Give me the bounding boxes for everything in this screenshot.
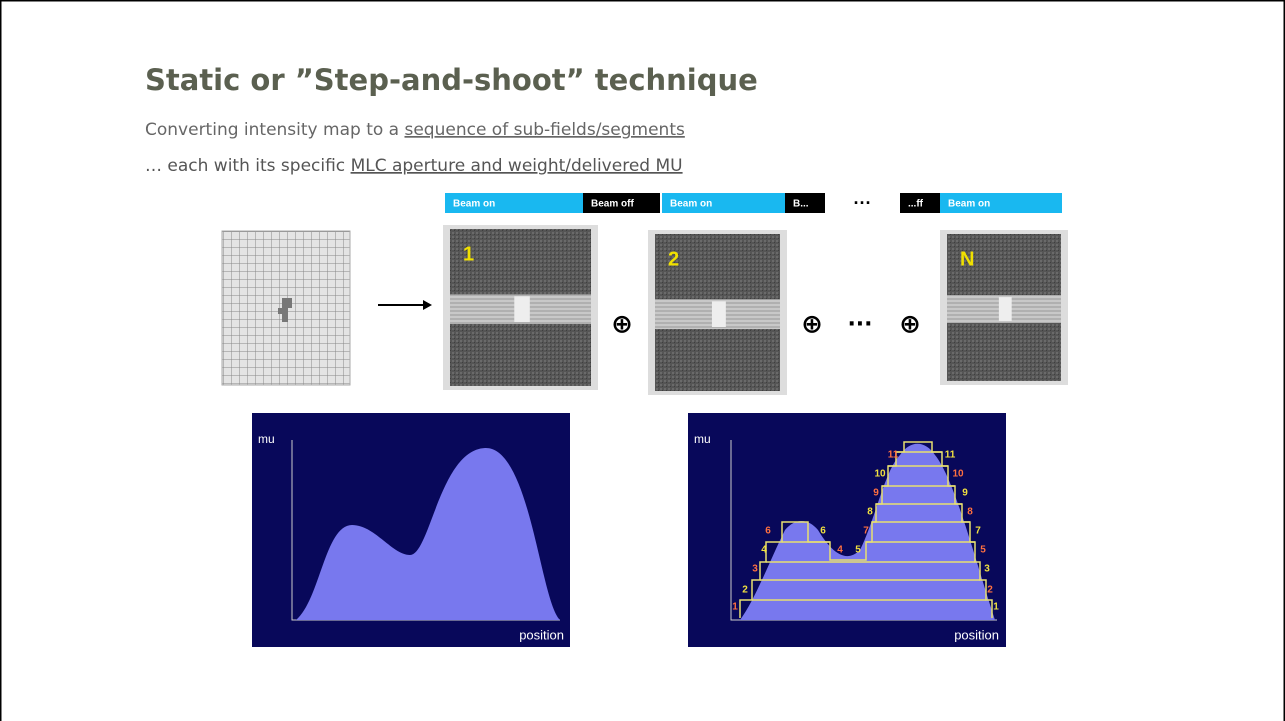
segment-number: 1 [463, 243, 474, 265]
step-label: 3 [984, 564, 990, 575]
step-label: 6 [765, 526, 771, 537]
subtitle-line: Converting intensity map to a sequence o… [145, 120, 685, 140]
operator: ⊕ [801, 310, 823, 340]
step-label: 8 [967, 507, 973, 518]
slide-canvas: Static or ”Step-and-shoot” technique Con… [0, 0, 1285, 721]
step-label: 11 [888, 450, 899, 461]
beam-label: Beam on [948, 199, 990, 210]
step-label: 11 [945, 450, 956, 461]
aperture [999, 297, 1012, 321]
beam-label: Beam on [670, 199, 712, 210]
beam-label: ...ff [908, 199, 924, 210]
beam-label: Beam off [591, 199, 634, 210]
step-label: 1 [993, 602, 999, 613]
beam-label: B... [793, 199, 809, 210]
subtitle-text: … each with its specific [145, 156, 351, 176]
segment-number: 2 [668, 248, 679, 270]
step-label: 5 [855, 545, 861, 556]
arrow-head [423, 300, 432, 310]
slide-frame [1, 1, 1285, 721]
step-label: 8 [867, 507, 873, 518]
step-label: 7 [975, 526, 981, 537]
subtitle-underlined: MLC aperture and weight/delivered MU [351, 156, 683, 176]
step-label: 2 [987, 585, 993, 596]
axis-label: mu [694, 432, 711, 446]
step-label: 2 [742, 585, 748, 596]
aperture [514, 296, 530, 322]
slide-title: Static or ”Step-and-shoot” technique [145, 63, 758, 97]
axis-label: position [954, 627, 999, 642]
beam-label: Beam on [453, 199, 495, 210]
step-label: 7 [863, 526, 869, 537]
operator: ⊕ [611, 310, 633, 340]
subtitle-line: … each with its specific MLC aperture an… [145, 156, 683, 176]
aperture [712, 301, 726, 327]
subtitle-text: Converting intensity map to a [145, 120, 404, 140]
step-label: 4 [761, 545, 767, 556]
step-label: 5 [980, 545, 986, 556]
step-label: 1 [732, 602, 738, 613]
segment-number: N [960, 248, 974, 270]
step-label: 10 [952, 469, 964, 480]
beam-label: ··· [854, 193, 872, 213]
operator: ⊕ [899, 310, 921, 340]
step-label: 9 [962, 488, 968, 499]
step-label: 6 [820, 526, 826, 537]
axis-label: mu [258, 432, 275, 446]
subtitle-underlined: sequence of sub-fields/segments [404, 120, 685, 140]
operator: ··· [847, 312, 872, 337]
step-label: 10 [874, 469, 886, 480]
step-label: 4 [837, 545, 843, 556]
slide: Static or ”Step-and-shoot” technique Con… [0, 0, 1285, 721]
step-label: 9 [873, 488, 879, 499]
step-label: 3 [752, 564, 758, 575]
axis-label: position [519, 627, 564, 642]
